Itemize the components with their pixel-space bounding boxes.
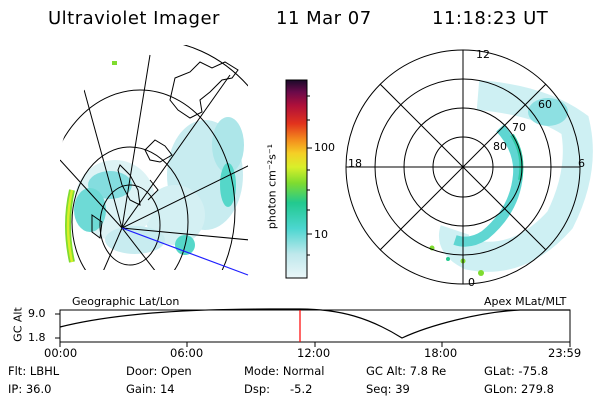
alt-ytick-9: 9.0 xyxy=(28,307,46,320)
gain-info: Gain: 14 xyxy=(126,382,175,396)
ip-info: IP: 36.0 xyxy=(8,382,52,396)
mlat-60: 60 xyxy=(538,98,552,111)
left-panel-label: Geographic Lat/Lon xyxy=(72,295,180,308)
alt-xtick-6: 06:00 xyxy=(170,346,204,360)
dsp-value: -5.2 xyxy=(290,382,313,396)
instrument-title: Ultraviolet Imager xyxy=(48,8,220,29)
glon-info: GLon: 279.8 xyxy=(484,382,554,396)
mlt-18: 18 xyxy=(348,157,362,170)
geographic-image xyxy=(60,45,249,276)
seq-info: Seq: 39 xyxy=(366,382,410,396)
colorbar-unit: photon cm⁻²s⁻¹ xyxy=(265,143,279,230)
mode-info: Mode: Normal xyxy=(244,364,325,378)
gcalt-info: GC Alt: 7.8 Re xyxy=(366,364,447,378)
blue-line xyxy=(121,227,249,276)
time-label: 11:18:23 UT xyxy=(432,8,549,29)
alt-xtick-12: 12:00 xyxy=(297,346,331,360)
mlt-6: 6 xyxy=(578,157,585,170)
alt-xtick-18: 18:00 xyxy=(424,346,458,360)
colorbar xyxy=(285,79,312,279)
right-panel-label: Apex MLat/MLT xyxy=(484,295,567,308)
date-label: 11 Mar 07 xyxy=(276,8,372,29)
alt-xtick-end: 23:59 xyxy=(548,346,582,360)
alt-ylabel: GC Alt xyxy=(11,307,25,342)
alt-ytick-1: 1.8 xyxy=(28,331,46,344)
altitude-plot xyxy=(55,308,571,347)
dsp-label: Dsp: xyxy=(244,382,271,396)
mlat-80: 80 xyxy=(493,140,507,153)
polar-plot xyxy=(345,49,593,285)
mlat-70: 70 xyxy=(512,121,526,134)
alt-xtick-0: 00:00 xyxy=(44,346,78,360)
mlt-0: 0 xyxy=(468,276,475,289)
colorbar-tick-10: 10 xyxy=(314,228,328,241)
glat-info: GLat: -75.8 xyxy=(484,364,549,378)
mlt-12: 12 xyxy=(476,48,490,61)
colorbar-tick-100: 100 xyxy=(314,141,335,154)
flt-info: Flt: LBHL xyxy=(8,364,60,378)
door-info: Door: Open xyxy=(126,364,192,378)
